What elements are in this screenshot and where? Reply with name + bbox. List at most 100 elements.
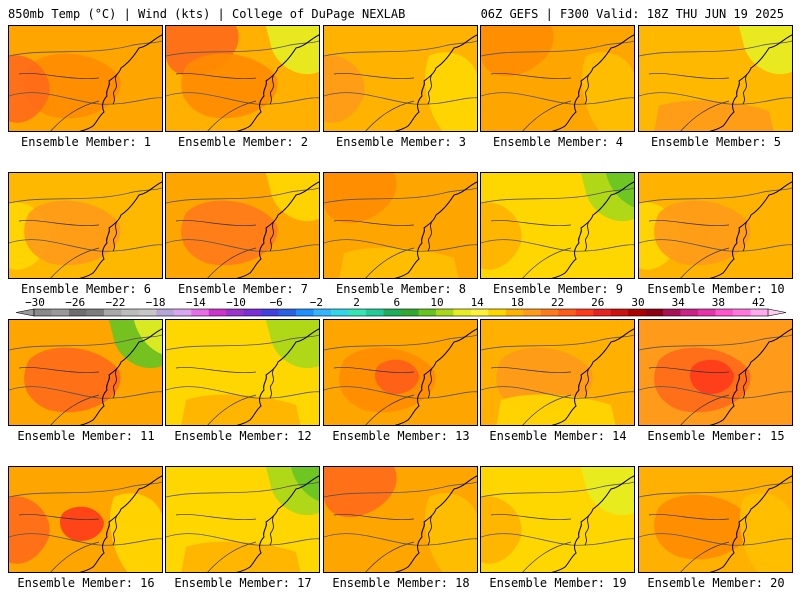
state-border <box>175 367 257 373</box>
coastline <box>584 73 590 105</box>
temperature-region <box>9 496 50 564</box>
temperature-region <box>654 494 751 560</box>
temperature-region <box>109 493 162 572</box>
coastline <box>427 514 433 546</box>
temperature-region <box>374 359 419 395</box>
colorbar-tick-label: 30 <box>631 296 644 309</box>
ensemble-member-map <box>480 466 635 573</box>
temperature-region <box>266 320 319 369</box>
temperature-field <box>324 26 477 131</box>
coastline <box>551 181 634 278</box>
height-contour <box>481 40 634 57</box>
temperature-region <box>9 55 50 123</box>
temperature-region <box>324 467 397 518</box>
height-contour <box>166 386 319 399</box>
height-contour <box>324 40 477 57</box>
coastline <box>551 34 634 131</box>
colorbar-tick-label: 26 <box>591 296 604 309</box>
state-border <box>333 220 415 226</box>
state-border <box>522 394 572 425</box>
colorbar-tick-label: 2 <box>353 296 360 309</box>
state-border <box>365 541 415 572</box>
height-contour <box>166 334 319 351</box>
height-contour <box>481 334 634 351</box>
temperature-region <box>424 493 477 572</box>
colorbar-swatch <box>680 309 699 316</box>
colorbar-swatch <box>418 309 437 316</box>
temperature-region <box>496 394 616 425</box>
colorbar-swatch <box>34 309 52 316</box>
colorbar-tick-label: 22 <box>551 296 564 309</box>
state-border <box>490 220 572 226</box>
colorbar-tick-label: −2 <box>310 296 323 309</box>
coastline <box>742 73 748 105</box>
height-contour <box>481 386 634 399</box>
state-border <box>490 367 572 373</box>
temperature-region <box>24 200 121 266</box>
colorbar-swatch <box>121 309 140 316</box>
height-contour <box>639 533 792 546</box>
temperature-field <box>166 26 319 131</box>
colorbar-swatch <box>296 309 314 316</box>
temperature-field <box>9 467 162 572</box>
temperature-field <box>9 26 162 131</box>
coastline <box>112 220 118 252</box>
colorbar-swatch <box>173 309 192 316</box>
temperature-region <box>24 347 121 413</box>
colorbar-tick-label: 42 <box>752 296 765 309</box>
ensemble-member-map <box>638 319 793 426</box>
temperature-field <box>324 320 477 425</box>
colorbar-swatch <box>51 309 70 316</box>
ensemble-member-map <box>480 319 635 426</box>
colorbar-tick-label: 10 <box>430 296 443 309</box>
ensemble-member-map <box>165 466 320 573</box>
ensemble-member-map <box>8 466 163 573</box>
height-contour <box>639 40 792 57</box>
colorbar-swatch <box>470 309 489 316</box>
temperature-field <box>481 26 634 131</box>
height-contour <box>639 239 792 252</box>
ensemble-member-label: Ensemble Member: 15 <box>647 429 785 443</box>
height-contour <box>324 334 477 351</box>
ensemble-member-label: Ensemble Member: 17 <box>174 576 312 590</box>
height-contour <box>166 533 319 546</box>
coastline <box>79 181 162 278</box>
ensemble-member-label: Ensemble Member: 18 <box>332 576 470 590</box>
coastline <box>427 73 433 105</box>
colorbar-swatch <box>156 309 175 316</box>
ensemble-member-label: Ensemble Member: 9 <box>492 282 624 296</box>
temperature-region <box>181 200 278 266</box>
temperature-field <box>481 173 634 278</box>
ensemble-member-label: Ensemble Member: 14 <box>489 429 627 443</box>
state-border <box>648 514 730 520</box>
state-border <box>680 541 730 572</box>
colorbar-swatch <box>558 309 577 316</box>
height-contour <box>166 92 319 105</box>
height-contour <box>324 187 477 204</box>
height-contour <box>9 187 162 204</box>
temperature-region <box>59 506 104 542</box>
state-border <box>365 100 415 131</box>
ensemble-member-map <box>165 319 320 426</box>
colorbar-swatch <box>138 309 157 316</box>
state-border <box>648 73 730 79</box>
height-contour <box>639 334 792 351</box>
temperature-field <box>639 173 792 278</box>
ensemble-member-label: Ensemble Member: 10 <box>647 282 785 296</box>
coastline <box>394 34 477 131</box>
height-contour <box>481 533 634 546</box>
ensemble-member-label: Ensemble Member: 11 <box>17 429 155 443</box>
coastline <box>584 514 590 546</box>
height-contour <box>324 481 477 498</box>
coastline <box>551 328 634 425</box>
coastline <box>269 220 275 252</box>
temperature-field <box>9 320 162 425</box>
map-title: 850mb Temp (°C) | Wind (kts) | College o… <box>8 7 406 21</box>
coastline <box>394 328 477 425</box>
state-border <box>50 541 100 572</box>
coastline <box>427 367 433 399</box>
colorbar-swatch <box>191 309 210 316</box>
coastline <box>584 220 590 252</box>
state-border <box>18 514 100 520</box>
height-contour <box>481 92 634 105</box>
